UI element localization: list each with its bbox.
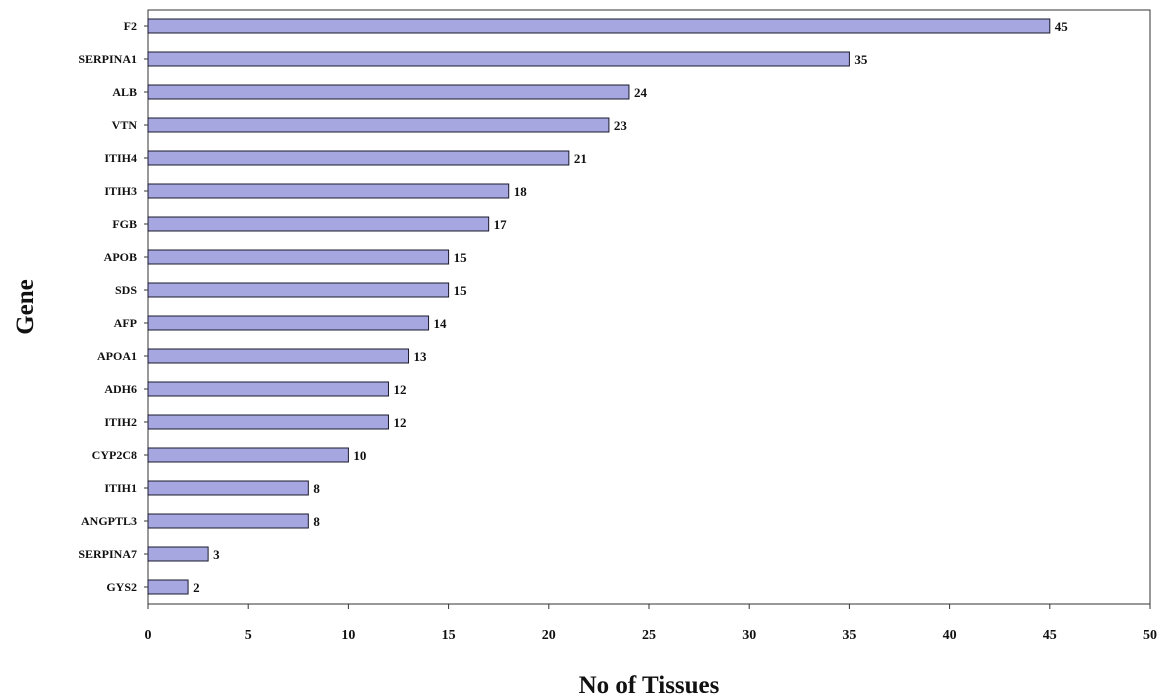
y-tick-label-f2: F2 [124,19,137,33]
value-label-itih3: 18 [514,184,528,199]
bar-gys2 [147,579,189,595]
bar-f2 [147,18,1051,34]
bar-serpina7 [147,546,209,562]
x-tick-label-50: 50 [1143,628,1157,643]
value-label-sds: 15 [454,283,468,298]
value-label-vtn: 23 [614,118,628,133]
bar-apob [147,249,450,265]
value-label-afp: 14 [434,316,448,331]
value-label-f2: 45 [1055,19,1069,34]
y-tick-label-serpina7: SERPINA7 [78,547,137,561]
value-label-serpina7: 3 [213,547,220,562]
value-label-alb: 24 [634,85,648,100]
x-tick-label-20: 20 [542,628,556,643]
x-tick-label-40: 40 [943,628,957,643]
bars [147,18,1051,595]
y-axis-title: Gene [12,279,39,335]
value-label-gys2: 2 [193,580,200,595]
value-label-cyp2c8: 10 [353,448,366,463]
value-label-apoa1: 13 [414,349,428,364]
x-axis-title: No of Tissues [579,672,720,697]
x-tick-label-5: 5 [245,628,252,643]
y-tick-label-vtn: VTN [112,118,138,132]
y-tick-label-itih2: ITIH2 [104,415,137,429]
y-tick-label-fgb: FGB [112,217,137,231]
bar-apoa1 [147,348,410,364]
bar-sds [147,282,450,298]
y-tick-label-angptl3: ANGPTL3 [81,514,137,528]
x-tick-label-0: 0 [145,628,152,643]
value-label-itih4: 21 [574,151,587,166]
bar-fgb [147,216,490,232]
x-axis: 0 5 10 15 20 25 30 35 40 45 50 [145,604,1157,643]
bar-itih1 [147,480,309,496]
bar-itih4 [147,150,570,166]
bar-itih3 [147,183,510,199]
y-tick-label-cyp2c8: CYP2C8 [92,448,137,462]
x-tick-label-45: 45 [1043,628,1057,643]
bar-cyp2c8 [147,447,349,463]
x-tick-label-35: 35 [842,628,856,643]
x-tick-label-25: 25 [642,628,656,643]
bar-alb [147,84,630,100]
y-tick-label-apob: APOB [104,250,137,264]
y-tick-label-afp: AFP [114,316,137,330]
value-label-itih1: 8 [313,481,320,496]
y-tick-label-apoa1: APOA1 [97,349,137,363]
value-label-angptl3: 8 [313,514,320,529]
y-tick-labels: F2 SERPINA1 ALB VTN ITIH4 ITIH3 FGB APOB SDS AFP A… [78,19,148,594]
y-tick-label-itih3: ITIH3 [104,184,137,198]
y-tick-label-gys2: GYS2 [106,580,137,594]
y-tick-label-itih1: ITIH1 [104,481,137,495]
bar-afp [147,315,430,331]
bar-serpina1 [147,51,850,67]
y-tick-label-serpina1: SERPINA1 [78,52,137,66]
bar-adh6 [147,381,389,397]
value-labels: 45 35 24 23 21 18 17 15 15 14 13 12 12 10 8 8 3 2 [193,19,1068,595]
value-label-adh6: 12 [393,382,406,397]
bar-angptl3 [147,513,309,529]
bar-vtn [147,117,610,133]
value-label-apob: 15 [454,250,468,265]
y-tick-label-adh6: ADH6 [104,382,137,396]
x-tick-label-15: 15 [442,628,456,643]
bar-itih2 [147,414,389,430]
value-label-serpina1: 35 [854,52,868,67]
x-tick-label-30: 30 [742,628,756,643]
y-tick-label-sds: SDS [115,283,137,297]
value-label-fgb: 17 [494,217,508,232]
y-tick-label-itih4: ITIH4 [104,151,137,165]
value-label-itih2: 12 [393,415,406,430]
y-tick-label-alb: ALB [112,85,137,99]
x-tick-label-10: 10 [341,628,355,643]
